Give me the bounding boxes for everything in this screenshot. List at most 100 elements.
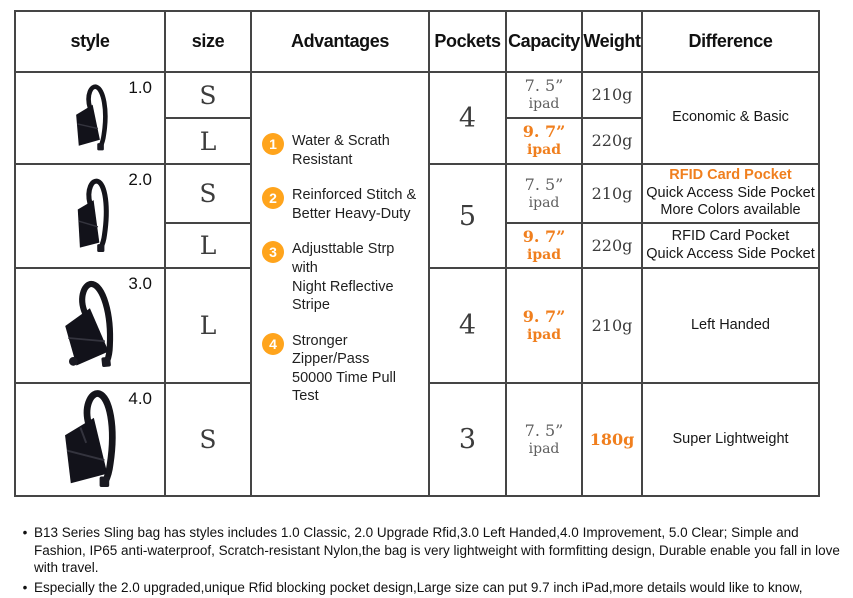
capacity-size: 9. 7” [522,306,566,326]
row-3.0: 3.0 L 4 9. 7” ipad 210g Left Handed [14,267,820,384]
advantage-3-line2: Night Reflective Stripe [292,278,394,314]
capacity-size: 7. 5” [524,174,564,194]
style-label-2.0: 2.0 [128,170,152,189]
sling-bag-image-4.0 [17,385,163,494]
weight-value: 180g [589,429,635,449]
style-label-3.0: 3.0 [128,274,152,293]
difference-cell-4.0: Super Lightweight [641,382,820,497]
weight-cell-4.0: 180g [581,382,643,497]
size-value: S [199,179,217,208]
difference-text: Super Lightweight [672,430,789,447]
footnote-1-body: B13 Series Sling bag has styles includes… [34,525,840,576]
capacity-value: 7. 5” ipad [508,76,580,114]
capacity-device: ipad [527,246,561,263]
difference-cell-2.0-l: RFID Card Pocket Quick Access Side Pocke… [641,222,820,269]
difference-text: RFID Card Pocket Quick Access Side Pocke… [644,167,817,219]
difference-text: Left Handed [690,316,770,333]
bag-2.0-graphic [77,178,109,252]
advantage-text-3: Adjusttable Strp with Night Reflective S… [292,240,422,314]
row-1.0-s: 1.0 S 1 Water & Scrath Resistant 2 [14,71,820,497]
capacity-cell-2.0-l: 9. 7” ipad [505,222,583,269]
capacity-size: 9. 7” [522,122,566,142]
advantage-badge-2: 2 [262,187,284,210]
header-difference: Difference [641,10,820,73]
header-size: size [164,10,252,73]
bullet-icon: • [22,525,28,540]
footnote-2-text: Especially the 2.0 upgraded,unique Rfid … [34,579,842,598]
difference-cell-3.0: Left Handed [641,267,820,384]
row-2.0-s: 2.0 S 5 7. 5” ipad 210g RFID Card Pocket… [14,163,820,269]
size-cell-1.0-l: L [164,117,252,165]
pockets-cell-4.0: 3 [428,382,507,497]
advantage-badge-3: 3 [262,241,284,264]
sling-bag-image-1.0 [17,74,163,162]
footnote-2-body: Especially the 2.0 upgraded,unique Rfid … [34,579,803,598]
capacity-size: 7. 5” [524,420,564,440]
pockets-value: 3 [458,424,477,455]
capacity-cell-2.0-s: 7. 5” ipad [505,163,583,224]
header-advantages: Advantages [250,10,430,73]
advantage-text-4: Stronger Zipper/Pass 50000 Time Pull Tes… [292,332,422,406]
pockets-cell-1.0: 4 [428,71,507,165]
capacity-device: ipad [527,142,561,159]
capacity-cell-1.0-s: 7. 5” ipad [505,71,583,119]
advantage-text-1: Water & Scrath Resistant [292,132,390,169]
pockets-cell-3.0: 4 [428,267,507,384]
header-row: style size Advantages Pockets Capacity W… [14,10,820,73]
advantage-2-line2: Better Heavy-Duty [292,205,411,222]
pockets-value: 4 [458,310,477,341]
advantage-3-line1: Adjusttable Strp with [292,241,395,276]
difference-line-quick-access: Quick Access Side Pocket [646,184,815,201]
bullet-icon: • [22,579,28,595]
advantage-badge-1: 1 [262,133,284,156]
advantage-1-line2: Resistant [292,151,353,168]
capacity-value: 7. 5” ipad [508,174,580,213]
capacity-device: ipad [528,96,560,113]
difference-line-rfid: RFID Card Pocket [669,167,792,184]
weight-cell-1.0-l: 220g [581,117,643,165]
footnote-2: • Especially the 2.0 upgraded,unique Rfi… [16,579,842,598]
row-2.0-l: L 9. 7” ipad 220g RFID Card Pocket Quick… [15,222,820,269]
difference-text: RFID Card Pocket Quick Access Side Pocke… [644,228,817,263]
header-style: style [14,10,166,73]
footnotes: • B13 Series Sling bag has styles includ… [16,524,842,598]
capacity-device: ipad [528,194,560,211]
bag-1.0-graphic [76,84,108,151]
capacity-value: 9. 7” ipad [508,227,580,265]
header-pockets: Pockets [428,10,507,73]
capacity-value: 7. 5” ipad [508,420,580,459]
sling-bag-image-2.0 [17,166,163,266]
capacity-device: ipad [527,326,561,343]
pockets-value: 4 [458,102,477,134]
weight-value: 220g [591,131,633,150]
size-cell-4.0: S [164,382,252,497]
size-cell-1.0-s: S [164,71,252,119]
difference-line-more-colors: More Colors available [660,202,801,219]
style-cell-3.0: 3.0 [14,267,166,384]
advantages-list: 1 Water & Scrath Resistant 2 Reinforced … [253,132,427,436]
advantage-item-1: 1 Water & Scrath Resistant [262,132,422,169]
spec-table: style size Advantages Pockets Capacity W… [14,10,820,497]
weight-value: 210g [591,315,633,335]
style-label-1.0: 1.0 [128,78,152,97]
size-value: L [199,231,217,260]
bag-3.0-graphic [65,280,114,367]
style-cell-4.0: 4.0 [14,382,166,497]
advantage-item-3: 3 Adjusttable Strp with Night Reflective… [262,240,422,314]
size-value: L [199,126,217,156]
row-1.0-l: L 9. 7” ipad 220g [15,117,819,165]
weight-cell-2.0-l: 220g [581,222,643,269]
weight-value: 210g [591,183,633,203]
size-value: L [199,311,217,340]
difference-line-rfid: RFID Card Pocket [671,228,790,245]
capacity-cell-1.0-l: 9. 7” ipad [505,117,583,165]
header-weight: Weight [581,10,643,73]
size-cell-2.0-l: L [164,222,252,269]
size-cell-2.0-s: S [164,163,252,224]
style-cell-1.0: 1.0 [14,71,166,165]
footnote-1: • B13 Series Sling bag has styles includ… [16,524,842,577]
sling-bag-image-3.0 [17,270,163,381]
weight-cell-3.0: 210g [581,267,643,384]
pockets-cell-2.0: 5 [428,163,507,269]
